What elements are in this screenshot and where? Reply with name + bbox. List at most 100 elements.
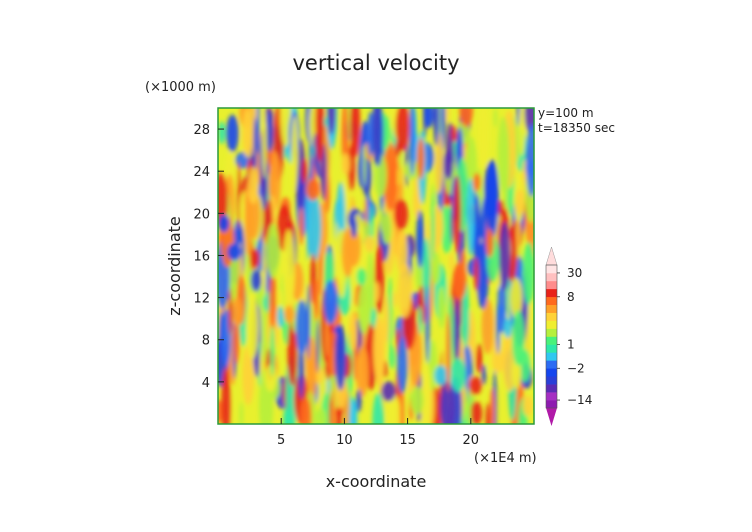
field-patch (498, 221, 511, 291)
field-patch (221, 368, 231, 424)
field-patch (410, 386, 424, 415)
field-patch (469, 376, 482, 395)
field-patch (237, 161, 241, 230)
field-patch (277, 305, 284, 328)
field-patch (397, 262, 413, 318)
plot-frame (217, 107, 535, 425)
colorbar-swatch (546, 336, 557, 345)
field-patch (299, 207, 304, 246)
field-patch (362, 144, 367, 187)
colorbar-min-arrow (546, 408, 557, 426)
field-patch (425, 285, 430, 364)
x-tick-label: 10 (336, 433, 353, 448)
field-patch (385, 115, 390, 149)
field-patch (451, 125, 458, 143)
colorbar-label: 8 (567, 290, 575, 304)
field-patch (476, 242, 489, 310)
field-patch (485, 159, 499, 238)
field-patch (371, 308, 377, 329)
field-patch (418, 305, 423, 335)
colorbar-label: 30 (567, 266, 582, 280)
colorbar-swatch (546, 280, 557, 290)
field-patch (320, 143, 327, 201)
field-patch (441, 108, 446, 151)
annotation-time: t=18350 sec (538, 121, 615, 135)
field-patch (387, 276, 393, 351)
field-patch (350, 216, 358, 239)
field-patch (300, 397, 312, 424)
field-patch (227, 243, 242, 261)
colorbar-swatch (546, 320, 557, 329)
field-patch (453, 299, 461, 364)
x-tick-label: 15 (399, 433, 416, 448)
field-patch (315, 108, 325, 162)
field-patch (316, 320, 320, 373)
colorbar-max-arrow (545, 246, 558, 266)
field-patch (269, 325, 275, 377)
field-patch (511, 310, 525, 366)
field-patch (331, 389, 337, 424)
field-patch (325, 314, 329, 358)
field-patch (416, 138, 425, 180)
field-patch (228, 288, 233, 336)
field-patch (335, 222, 339, 273)
field-patch (371, 108, 384, 167)
field-patch (489, 388, 495, 424)
field-patch (478, 108, 487, 167)
field-patch (253, 117, 258, 173)
field-patch (315, 407, 327, 424)
field-patch (424, 108, 434, 129)
colorbar-label: 1 (567, 337, 575, 351)
x-tick-label: 5 (277, 433, 285, 448)
field-patch (364, 198, 368, 227)
y-tick-label: 8 (202, 334, 210, 349)
colorbar-swatch (546, 272, 557, 282)
field-patch (265, 111, 274, 153)
field-patch (245, 294, 259, 360)
field-patch (481, 364, 487, 385)
field-patch (446, 312, 451, 393)
colorbar-swatch (546, 384, 557, 393)
y-tick-label: 16 (193, 249, 210, 264)
field-patch (249, 248, 260, 269)
field-patch (295, 299, 308, 356)
y-tick-label: 28 (193, 123, 210, 138)
field-patch (307, 192, 322, 262)
field-patch (350, 108, 361, 157)
x-unit-label: (×1E4 m) (474, 451, 537, 466)
field-patch (446, 108, 450, 123)
field-patch (218, 214, 230, 233)
colorbar-swatch (546, 288, 557, 298)
chart-title: vertical velocity (292, 51, 459, 75)
field-patch (220, 308, 232, 367)
field-patch (287, 319, 298, 387)
field-patch (256, 108, 260, 155)
field-patch (388, 345, 395, 369)
field-patch (356, 267, 367, 286)
colorbar-swatch (546, 304, 557, 313)
colorbar-swatch (546, 400, 557, 409)
field-patch (434, 365, 448, 386)
field-patch (412, 186, 422, 218)
x-axis-label: x-coordinate (326, 472, 427, 491)
field-patch (472, 172, 481, 192)
field-patch (386, 395, 401, 424)
colorbar: 30 8 1 −2 −14 (545, 246, 592, 426)
colorbar-swatch (546, 312, 557, 321)
field-patch (364, 235, 375, 253)
field-patch (334, 324, 347, 391)
colorbar-swatch (546, 360, 557, 369)
field-patch (467, 387, 472, 424)
y-tick-label: 4 (202, 376, 210, 391)
colorbar-swatch (546, 344, 557, 353)
field-patch (432, 206, 444, 247)
field-patch (280, 108, 292, 147)
field-patch (231, 297, 243, 327)
field-patch (312, 392, 317, 424)
field-patch (268, 270, 277, 331)
field-patch (246, 188, 260, 240)
field-patch (475, 343, 483, 374)
field-patch (266, 223, 280, 279)
field-patch (383, 142, 398, 211)
field-patch (449, 252, 454, 271)
